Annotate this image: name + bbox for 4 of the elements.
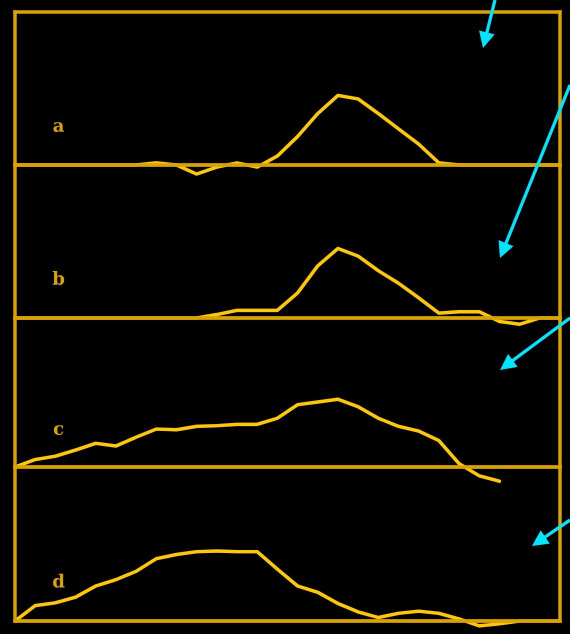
annotation: a <box>53 122 64 132</box>
annotation: c <box>54 425 64 435</box>
annotation: b <box>52 271 64 285</box>
annotation: d <box>53 574 64 588</box>
